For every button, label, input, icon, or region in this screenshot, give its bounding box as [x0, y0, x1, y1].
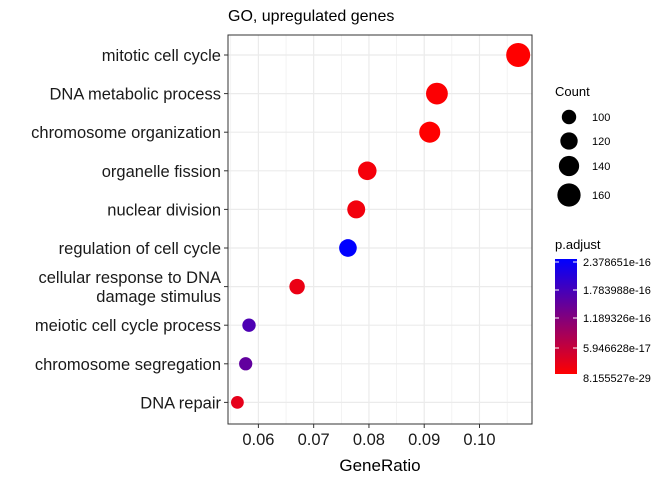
- y-axis-labels: mitotic cell cycle DNA metabolic process c…: [31, 47, 221, 412]
- data-point: [426, 82, 448, 105]
- y-tick-label-line: DNA metabolic process: [50, 86, 222, 104]
- x-tick-label: 0.06: [242, 431, 274, 449]
- data-point: [289, 278, 305, 295]
- size-legend-label: 140: [592, 161, 610, 173]
- y-tick-label: regulation of cell cycle: [59, 240, 221, 258]
- y-tick-label-line: mitotic cell cycle: [102, 47, 221, 65]
- size-legend-label: 100: [592, 112, 610, 124]
- x-tick-label: 0.09: [408, 431, 440, 449]
- x-axis-label: GeneRatio: [339, 456, 420, 475]
- panel-background: [228, 35, 532, 424]
- data-point: [506, 43, 531, 67]
- color-legend-label: 8.155527e-29: [583, 373, 651, 385]
- x-axis-ticks: 0.06 0.07 0.08 0.09 0.10: [242, 424, 496, 449]
- color-legend-label: 1.189326e-16: [583, 313, 651, 325]
- y-axis-ticks: [224, 54, 228, 403]
- y-tick-label: mitotic cell cycle: [102, 47, 221, 65]
- x-tick-label: 0.07: [298, 431, 330, 449]
- size-legend: Count 100 120 140 160: [555, 84, 610, 207]
- y-tick-label-line: damage stimulus: [96, 288, 221, 306]
- grid-lines: [228, 35, 532, 424]
- size-legend-dot: [561, 109, 577, 125]
- y-tick-label-line: regulation of cell cycle: [59, 240, 221, 258]
- color-legend-label: 1.783988e-16: [583, 285, 651, 297]
- y-tick-label: cellular response to DNA damage stimulus: [39, 269, 222, 306]
- data-point: [419, 121, 441, 143]
- size-legend-label: 120: [592, 136, 610, 148]
- y-tick-label: chromosome organization: [31, 124, 221, 142]
- size-legend-label: 160: [592, 190, 610, 202]
- data-point: [358, 161, 377, 181]
- color-legend-title: p.adjust: [555, 237, 601, 252]
- y-tick-label: DNA metabolic process: [50, 86, 222, 104]
- y-tick-label-line: meiotic cell cycle process: [35, 317, 221, 335]
- y-tick-label-line: DNA repair: [140, 394, 221, 412]
- y-tick-label-line: organelle fission: [102, 163, 221, 181]
- color-legend-label: 5.946628e-17: [583, 343, 651, 355]
- data-point: [242, 318, 256, 332]
- y-tick-label: organelle fission: [102, 163, 221, 181]
- y-tick-label-line: chromosome organization: [31, 124, 221, 142]
- data-point: [239, 357, 253, 371]
- data-point: [230, 396, 244, 409]
- size-legend-title: Count: [555, 84, 590, 99]
- y-tick-label-line: chromosome segregation: [35, 356, 221, 374]
- y-tick-label-line: nuclear division: [107, 201, 221, 219]
- color-legend-label: 2.378651e-16: [583, 257, 651, 269]
- y-tick-label: DNA repair: [140, 394, 221, 412]
- data-point: [339, 239, 357, 257]
- chart-title: GO, upregulated genes: [228, 8, 394, 25]
- x-tick-label: 0.08: [353, 431, 385, 449]
- y-tick-label-line: cellular response to DNA: [39, 269, 222, 287]
- data-point: [347, 200, 366, 219]
- color-legend: p.adjust 2.378651e-16 1.783988e-16 1.18932…: [555, 237, 651, 385]
- y-tick-label: chromosome segregation: [35, 356, 221, 374]
- data-points: [230, 43, 531, 409]
- y-tick-label: nuclear division: [107, 201, 221, 219]
- color-bar: [555, 259, 577, 374]
- y-tick-label: meiotic cell cycle process: [35, 317, 221, 335]
- x-tick-label: 0.10: [463, 431, 495, 449]
- size-legend-dot: [560, 132, 578, 150]
- panel-border: [227, 34, 533, 425]
- size-legend-dot: [558, 155, 580, 177]
- size-legend-dot: [557, 183, 581, 207]
